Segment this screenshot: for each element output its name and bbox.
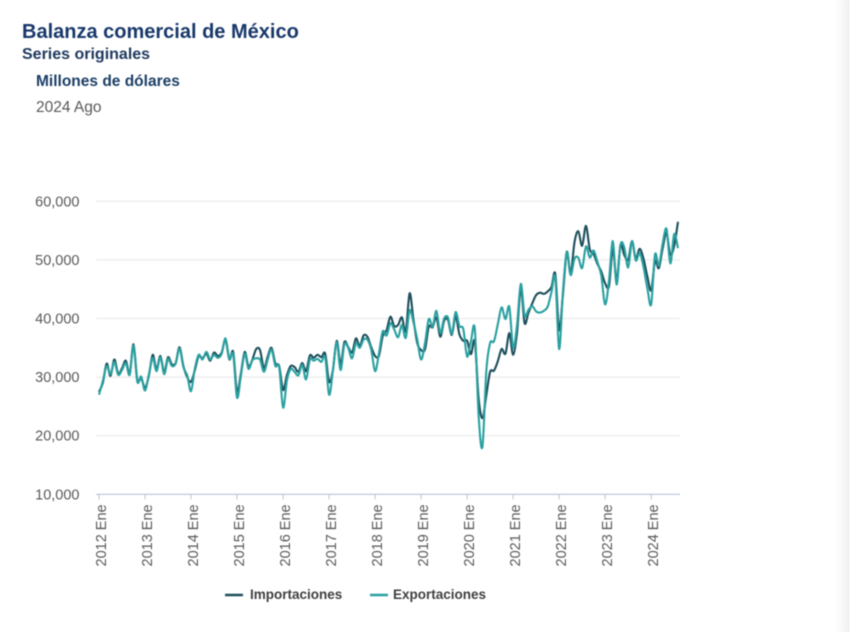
svg-text:2023 Ene: 2023 Ene — [600, 504, 616, 566]
svg-text:2016 Ene: 2016 Ene — [278, 504, 294, 566]
svg-text:2024 Ene: 2024 Ene — [646, 504, 662, 566]
svg-text:10,000: 10,000 — [35, 487, 79, 503]
svg-text:2022 Ene: 2022 Ene — [554, 504, 570, 566]
svg-text:40,000: 40,000 — [35, 312, 79, 328]
svg-text:2021 Ene: 2021 Ene — [508, 504, 524, 566]
svg-text:2017 Ene: 2017 Ene — [324, 504, 340, 566]
svg-text:Exportaciones: Exportaciones — [393, 587, 486, 602]
svg-text:2020 Ene: 2020 Ene — [462, 504, 478, 566]
svg-text:2019 Ene: 2019 Ene — [416, 504, 432, 566]
svg-text:2018 Ene: 2018 Ene — [370, 504, 386, 566]
svg-text:Importaciones: Importaciones — [250, 587, 342, 602]
svg-text:2012 Ene: 2012 Ene — [94, 504, 110, 566]
svg-text:60,000: 60,000 — [35, 194, 79, 210]
svg-text:2013 Ene: 2013 Ene — [140, 504, 156, 566]
svg-text:30,000: 30,000 — [35, 370, 79, 386]
svg-text:50,000: 50,000 — [35, 253, 79, 269]
svg-text:2014 Ene: 2014 Ene — [186, 504, 202, 566]
svg-text:20,000: 20,000 — [35, 429, 79, 445]
svg-text:2015 Ene: 2015 Ene — [232, 504, 248, 566]
